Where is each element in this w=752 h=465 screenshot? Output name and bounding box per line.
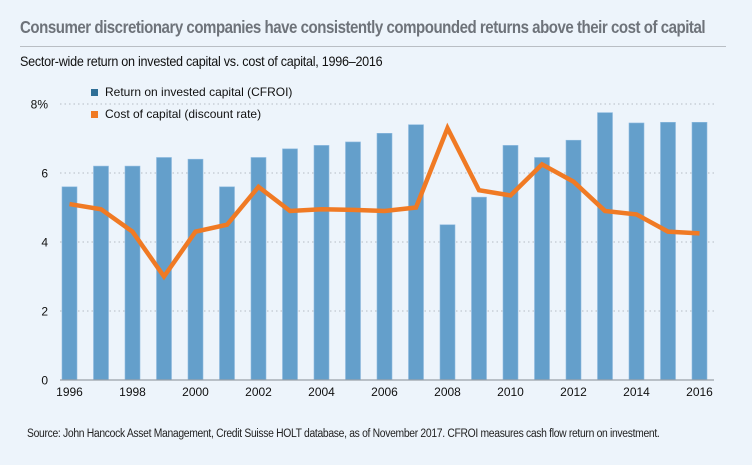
bar-2006: [376, 133, 393, 381]
x-tick-label: 2016: [686, 385, 713, 399]
x-tick-label: 2012: [560, 385, 587, 399]
legend-label: Return on invested capital (CFROI): [105, 85, 292, 99]
bar-series: [61, 112, 708, 381]
x-tick-label: 2002: [245, 385, 272, 399]
legend-swatch-cost-of-capital: [91, 111, 98, 118]
bar-1998: [124, 165, 141, 381]
bar-2016: [691, 121, 708, 381]
x-tick-label: 2000: [182, 385, 209, 399]
bar-2000: [187, 158, 204, 381]
bar-2011: [534, 157, 550, 381]
y-tick-label: 2: [41, 305, 48, 319]
bar-2010: [502, 145, 519, 381]
x-tick-label: 2008: [434, 385, 461, 399]
bar-2003: [282, 148, 298, 381]
legend: Return on invested capital (CFROI) Cost o…: [91, 85, 292, 121]
y-tick-label: 0: [41, 374, 48, 388]
bar-2005: [345, 141, 361, 381]
bar-2014: [628, 122, 645, 381]
bar-2008: [439, 224, 456, 381]
line-series: [69, 122, 700, 281]
bar-2015: [660, 121, 676, 381]
x-tick-label: 1996: [56, 385, 83, 399]
x-tick-label: 2014: [623, 385, 650, 399]
bar-2009: [471, 196, 487, 381]
source-note: Source: John Hancock Asset Management, C…: [27, 428, 660, 440]
bar-1996: [61, 186, 78, 381]
y-axis: 0 2 4 6 8%: [31, 98, 49, 388]
chart-subtitle: Sector-wide return on invested capital v…: [20, 53, 383, 69]
y-tick-label: 4: [41, 236, 48, 250]
legend-label: Cost of capital (discount rate): [105, 107, 261, 121]
bar-2004: [313, 145, 330, 381]
legend-swatch-roic: [91, 89, 98, 96]
bar-1997: [93, 165, 109, 381]
bar-2013: [597, 112, 613, 381]
x-axis: 1996 1998 2000 2002 2004 2006 2008 2010 2012 2014…: [56, 385, 713, 399]
x-tick-label: 2010: [497, 385, 524, 399]
x-tick-label: 2004: [308, 385, 335, 399]
x-tick-label: 1998: [119, 385, 146, 399]
bar-2007: [408, 124, 424, 381]
y-tick-label: 6: [41, 167, 48, 181]
y-tick-label: 8%: [31, 98, 49, 112]
x-tick-label: 2006: [371, 385, 398, 399]
title-divider: [20, 46, 726, 47]
chart-title: Consumer discretionary companies have co…: [20, 17, 706, 37]
